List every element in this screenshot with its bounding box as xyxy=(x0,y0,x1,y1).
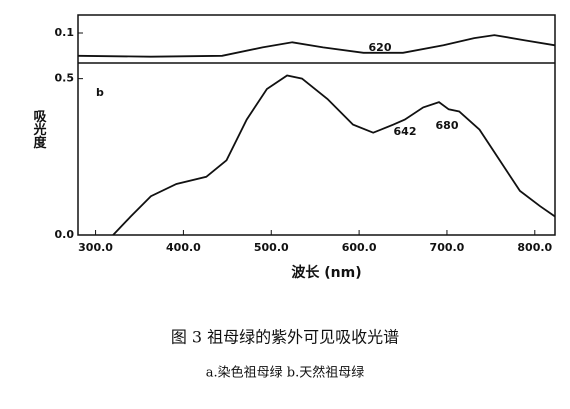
plot-frame xyxy=(77,14,556,236)
x-tick-label: 300.0 xyxy=(78,241,113,254)
x-tick-label: 400.0 xyxy=(166,241,201,254)
x-tick-label: 700.0 xyxy=(430,241,465,254)
x-tick-label: 800.0 xyxy=(517,241,552,254)
y-tick-label: 0.5 xyxy=(55,72,75,85)
y-tick-label: 0.1 xyxy=(55,26,75,39)
x-axis-label: 波长 (nm) xyxy=(291,264,361,281)
peak-label: 620 xyxy=(369,41,392,54)
x-tick-label: 500.0 xyxy=(254,241,289,254)
spectrum-line xyxy=(77,34,556,58)
peak-label: 680 xyxy=(436,119,459,132)
y-axis-label: 吸光度 xyxy=(31,110,48,150)
caption-subtitle: a.染色祖母绿 b.天然祖母绿 xyxy=(206,365,364,381)
panel-label: b xyxy=(96,86,104,99)
peak-label: 642 xyxy=(394,125,417,138)
y-tick-label: 0.0 xyxy=(55,228,75,241)
caption-title: 图 3 祖母绿的紫外可见吸收光谱 xyxy=(171,328,399,347)
spectrum-line xyxy=(112,74,556,236)
x-tick-label: 600.0 xyxy=(342,241,377,254)
